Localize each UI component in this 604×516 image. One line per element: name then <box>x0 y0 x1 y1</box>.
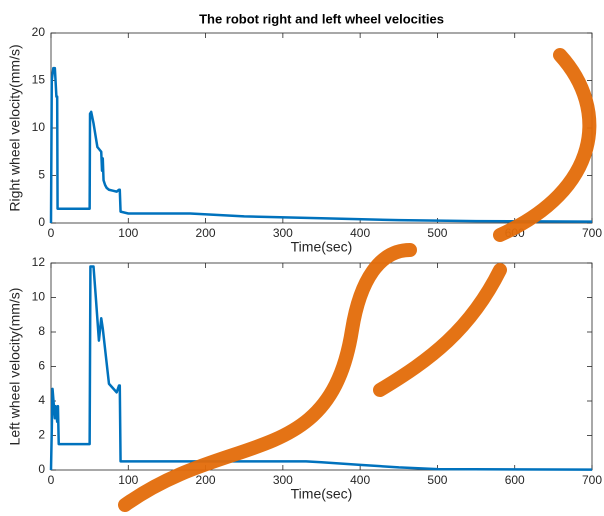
y-tick-label: 10 <box>32 290 46 304</box>
x-axis-label: Time(sec) <box>291 486 353 502</box>
x-tick-label: 200 <box>196 226 216 240</box>
y-tick-label: 0 <box>38 462 45 476</box>
chart-title: The robot right and left wheel velocitie… <box>199 11 444 26</box>
axes-box <box>50 32 593 224</box>
x-axis-label: Time(sec) <box>291 239 353 255</box>
x-tick-label: 200 <box>196 473 216 487</box>
x-tick-label: 100 <box>118 226 138 240</box>
y-tick-label: 10 <box>32 120 46 134</box>
data-line <box>49 265 593 471</box>
x-tick-label: 700 <box>582 473 602 487</box>
x-tick-label: 300 <box>273 473 293 487</box>
axes-box <box>50 262 593 471</box>
watermark-stroke <box>118 243 417 512</box>
x-tick-label: 400 <box>350 473 370 487</box>
y-tick-label: 8 <box>38 324 45 338</box>
y-axis-label: Right wheel velocity(mm/s) <box>7 44 23 211</box>
watermark-stroke <box>373 263 507 397</box>
x-tick-label: 300 <box>273 226 293 240</box>
y-tick-label: 0 <box>38 215 45 229</box>
y-axis-label: Left wheel velocity(mm/s) <box>7 288 23 446</box>
y-tick-label: 15 <box>32 73 46 87</box>
data-line <box>49 66 593 224</box>
x-tick-label: 400 <box>350 226 370 240</box>
x-tick-label: 700 <box>582 226 602 240</box>
x-tick-label: 500 <box>427 473 447 487</box>
x-tick-label: 600 <box>505 473 525 487</box>
watermark <box>118 48 597 512</box>
x-tick-label: 0 <box>48 473 55 487</box>
y-tick-label: 12 <box>32 255 46 269</box>
y-tick-label: 4 <box>38 393 45 407</box>
x-tick-label: 0 <box>48 226 55 240</box>
x-tick-label: 500 <box>427 226 447 240</box>
y-tick-label: 5 <box>38 168 45 182</box>
y-tick-label: 6 <box>38 359 45 373</box>
x-tick-label: 100 <box>118 473 138 487</box>
y-tick-label: 20 <box>32 25 46 39</box>
y-tick-label: 2 <box>38 428 45 442</box>
watermark-stroke <box>493 48 597 242</box>
